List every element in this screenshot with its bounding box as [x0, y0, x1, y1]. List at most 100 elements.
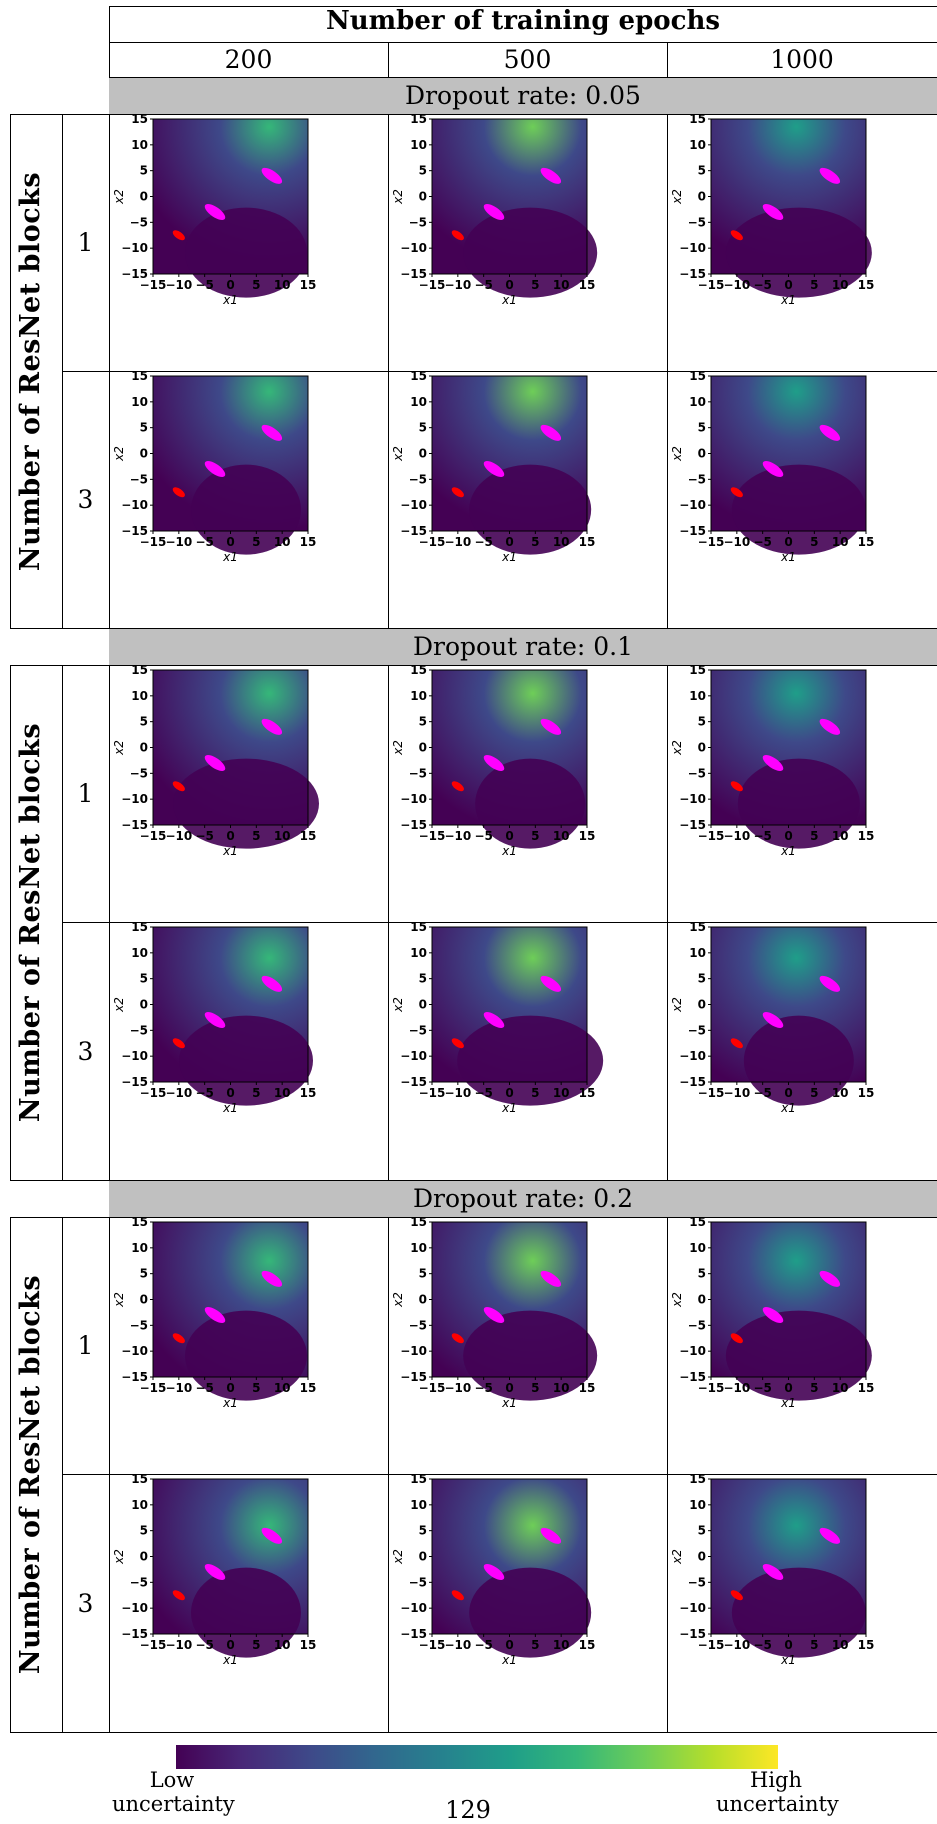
- data-cluster: [730, 487, 743, 498]
- x-tick-label: 5: [810, 829, 818, 843]
- y-tick-label: −15: [679, 524, 706, 538]
- y-tick-label: −10: [679, 792, 706, 806]
- y-tick-label: −15: [400, 524, 427, 538]
- y-tick-label: −15: [679, 1075, 706, 1089]
- data-cluster: [819, 167, 841, 184]
- x-axis-label: x1: [780, 550, 796, 564]
- low-uncertainty-region: [185, 207, 307, 298]
- x-axis-label: x1: [780, 1101, 796, 1115]
- y-tick-label: −15: [679, 1627, 706, 1641]
- heatmap-panel: 15 10 5 0 −5 −10 −15 −15 −10 −5 0 5 10 15 x1 x2: [110, 114, 388, 371]
- dropout-band-02: Dropout rate: 0.2: [109, 1180, 937, 1217]
- y-axis-label: x2: [391, 1292, 405, 1308]
- x-tick-label: −15: [419, 535, 446, 549]
- dropout-band-01: Dropout rate: 0.1: [109, 628, 937, 665]
- y-tick-label: −5: [409, 1023, 427, 1037]
- y-tick-label: 10: [410, 946, 427, 960]
- y-tick-label: −5: [409, 472, 427, 486]
- low-uncertainty-region: [737, 758, 860, 849]
- heatmap-panel: 15 10 5 0 −5 −10 −15 −15 −10 −5 0 5 10 15 x1 x2: [668, 1474, 937, 1731]
- data-cluster: [540, 975, 562, 992]
- x-tick-label: 15: [858, 535, 875, 549]
- y-axis-label: x2: [670, 1292, 684, 1308]
- x-tick-label: −5: [195, 1638, 213, 1652]
- y-tick-label: −5: [130, 1023, 148, 1037]
- column-header: Number of training epochs: [325, 6, 720, 36]
- y-tick-label: 10: [131, 1498, 148, 1512]
- x-tick-label: −15: [140, 1086, 167, 1100]
- x-tick-label: −5: [753, 1638, 771, 1652]
- y-tick-label: 10: [131, 395, 148, 409]
- x-tick-label: 5: [810, 1086, 818, 1100]
- x-axis-label: x1: [501, 1396, 517, 1410]
- y-tick-label: −5: [409, 766, 427, 780]
- y-tick-label: 0: [698, 190, 706, 204]
- x-tick-label: −5: [753, 829, 771, 843]
- colorbar-low-label: Low uncertainty: [112, 1768, 235, 1816]
- x-tick-label: −10: [444, 1381, 471, 1395]
- y-tick-label: −15: [121, 1370, 148, 1384]
- x-tick-label: −15: [698, 535, 725, 549]
- block-label-s3-3: 3: [77, 1588, 94, 1618]
- y-tick-label: 0: [698, 1550, 706, 1564]
- heatmap-panel: 15 10 5 0 −5 −10 −15 −15 −10 −5 0 5 10 15 x1 x2: [110, 665, 388, 922]
- x-tick-label: −5: [474, 1638, 492, 1652]
- heatmap-panel: 15 10 5 0 −5 −10 −15 −15 −10 −5 0 5 10 15 x1 x2: [110, 922, 388, 1179]
- x-axis-label: x1: [501, 1653, 517, 1667]
- x-tick-label: −10: [444, 278, 471, 292]
- x-tick-label: −10: [444, 829, 471, 843]
- data-cluster: [483, 754, 505, 772]
- x-tick-label: 5: [252, 1638, 260, 1652]
- x-axis-label: x1: [222, 550, 238, 564]
- y-tick-label: 15: [689, 371, 706, 383]
- y-tick-label: −5: [688, 1575, 706, 1589]
- x-tick-label: −5: [195, 1381, 213, 1395]
- data-cluster: [261, 167, 283, 184]
- data-cluster: [762, 754, 784, 772]
- y-tick-label: 5: [140, 1524, 148, 1538]
- y-tick-label: 5: [419, 715, 427, 729]
- y-tick-label: −5: [130, 215, 148, 229]
- block-label-s3-1: 1: [77, 1331, 94, 1360]
- x-tick-label: −5: [474, 829, 492, 843]
- y-tick-label: −10: [679, 1049, 706, 1063]
- y-tick-label: 5: [419, 421, 427, 435]
- x-tick-label: 0: [226, 535, 234, 549]
- data-cluster: [483, 203, 505, 221]
- data-cluster: [762, 203, 784, 221]
- y-tick-label: 10: [689, 946, 706, 960]
- y-tick-label: −10: [679, 1601, 706, 1615]
- x-tick-label: −15: [698, 1381, 725, 1395]
- y-tick-label: 15: [689, 1217, 706, 1229]
- x-tick-label: 15: [858, 1638, 875, 1652]
- y-axis-label: x2: [391, 446, 405, 462]
- y-tick-label: 0: [419, 741, 427, 755]
- y-tick-label: −5: [130, 472, 148, 486]
- y-tick-label: −5: [688, 1318, 706, 1332]
- x-tick-label: 0: [784, 1086, 792, 1100]
- y-axis-label: x2: [112, 1292, 126, 1308]
- data-cluster: [204, 1306, 226, 1324]
- x-tick-label: −5: [753, 1086, 771, 1100]
- x-axis-label: x1: [501, 293, 517, 307]
- data-cluster: [730, 1333, 743, 1344]
- x-tick-label: 0: [505, 829, 513, 843]
- colorbar-high-label: High uncertainty: [716, 1768, 839, 1816]
- y-tick-label: 5: [419, 1267, 427, 1281]
- y-tick-label: −15: [400, 818, 427, 832]
- x-tick-label: 0: [505, 1381, 513, 1395]
- x-tick-label: 5: [810, 1638, 818, 1652]
- data-cluster: [762, 1563, 784, 1581]
- x-tick-label: 5: [531, 1381, 539, 1395]
- y-tick-label: 0: [419, 998, 427, 1012]
- y-tick-label: −10: [679, 1344, 706, 1358]
- x-tick-label: 15: [300, 1638, 317, 1652]
- x-tick-label: 0: [226, 1638, 234, 1652]
- x-axis-label: x1: [780, 1653, 796, 1667]
- x-tick-label: −15: [140, 535, 167, 549]
- x-axis-label: x1: [780, 1396, 796, 1410]
- y-tick-label: 15: [689, 922, 706, 934]
